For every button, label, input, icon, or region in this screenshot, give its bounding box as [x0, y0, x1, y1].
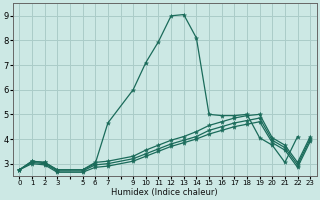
X-axis label: Humidex (Indice chaleur): Humidex (Indice chaleur) [111, 188, 218, 197]
